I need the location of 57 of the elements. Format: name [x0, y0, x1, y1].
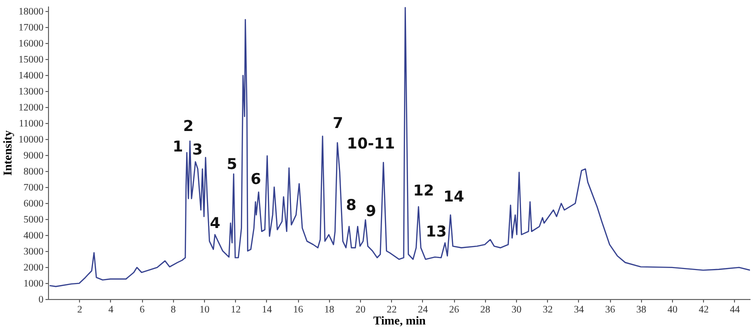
x-tick-label: 32 — [542, 304, 553, 316]
x-tick-label: 38 — [636, 304, 646, 316]
y-tick-label: 4000 — [24, 230, 44, 242]
x-axis-title: Time, min — [373, 314, 426, 327]
y-tick-label: 10000 — [18, 134, 44, 146]
x-tick-label: 24 — [418, 304, 428, 316]
x-tick-label: 12 — [230, 304, 241, 316]
annotation: 4 — [210, 214, 220, 232]
annotation: 5 — [226, 155, 238, 174]
y-axis-title: Intensity — [0, 130, 14, 176]
y-tick-label: 3000 — [24, 246, 44, 258]
x-tick-label: 20 — [356, 304, 366, 316]
x-tick-label: 6 — [140, 304, 145, 316]
x-tick-label: 28 — [480, 304, 490, 316]
y-tick-label: 0 — [38, 294, 44, 306]
annotation: 1 — [172, 138, 184, 156]
annotation: 9 — [366, 202, 376, 220]
annotation: 2 — [183, 117, 194, 136]
x-tick-label: 10 — [200, 304, 210, 316]
y-tick-label: 5000 — [24, 214, 44, 226]
y-tick-label: 1000 — [24, 278, 44, 290]
y-tick-label: 13000 — [18, 86, 44, 98]
x-tick-label: 18 — [324, 304, 334, 316]
annotation: 12 — [413, 182, 434, 200]
y-tick-label: 2000 — [24, 262, 44, 274]
y-tick-label: 11000 — [18, 118, 44, 130]
y-tick-label: 16000 — [18, 38, 44, 50]
y-tick-label: 17000 — [18, 22, 44, 34]
y-tick-label: 18000 — [18, 6, 44, 18]
x-tick-label: 22 — [386, 304, 397, 316]
annotation: 6 — [250, 170, 262, 188]
x-tick-label: 2 — [77, 304, 82, 316]
annotation: 14 — [443, 187, 464, 206]
annotation: 7 — [332, 114, 344, 132]
x-tick-label: 16 — [293, 304, 304, 316]
y-tick-label: 7000 — [24, 182, 44, 194]
y-tick-label: 14000 — [18, 70, 44, 82]
x-tick-label: 8 — [170, 304, 176, 316]
annotation: 13 — [426, 222, 447, 241]
x-tick-label: 4 — [108, 304, 114, 316]
line-series — [48, 7, 750, 288]
y-tick-label: 9000 — [24, 150, 44, 162]
x-tick-label: 42 — [698, 304, 709, 316]
x-tick-label: 40 — [668, 304, 678, 316]
y-tick-label: 6000 — [24, 198, 44, 210]
annotation: 10-11 — [346, 134, 395, 153]
annotation: 8 — [346, 196, 356, 214]
x-tick-label: 44 — [730, 304, 740, 316]
x-tick-label: 30 — [512, 304, 522, 316]
y-tick-label: 8000 — [24, 166, 44, 178]
annotation: 3 — [192, 140, 203, 159]
y-tick-label: 15000 — [18, 54, 44, 66]
x-tick-label: 14 — [262, 304, 272, 316]
x-tick-label: 36 — [605, 304, 616, 316]
y-tick-label: 12000 — [18, 102, 44, 114]
x-tick-label: 34 — [574, 304, 584, 316]
x-tick-label: 26 — [449, 304, 460, 316]
